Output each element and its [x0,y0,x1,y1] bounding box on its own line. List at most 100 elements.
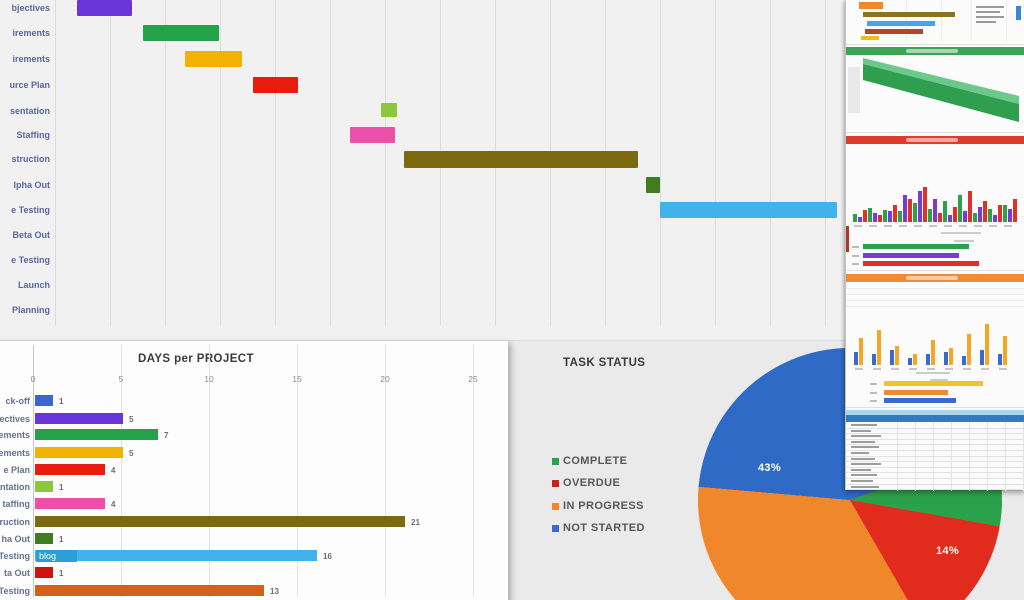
pie-percent-label: 43% [758,462,781,474]
thumb-orange-report[interactable] [846,274,1024,407]
gantt-gridline [220,0,221,326]
rpt-red-bar [968,191,972,222]
table-row-line [846,438,1024,440]
days-bar-value: 1 [59,483,64,492]
gantt-gridline [770,0,771,326]
gantt-row-label: lpha Out [13,180,51,190]
days-bar[interactable] [35,516,405,527]
rpt-orange-hbar-dash [870,392,877,394]
rpt-orange-bar [859,338,863,365]
rpt-orange-bar [944,352,948,365]
days-bar[interactable] [35,481,53,492]
days-bar[interactable] [35,464,105,475]
days-gridline [385,345,386,597]
table-row-text-dash [851,463,881,466]
gantt-bar[interactable] [185,51,242,67]
gantt-bar[interactable] [660,202,837,218]
rpt-orange-bar [895,346,899,365]
mini-text-line [976,11,1000,13]
gantt-row-label: urce Plan [9,80,50,90]
rpt-orange-gridrow [846,294,1024,295]
rpt-red-axis-dash [944,225,952,227]
rpt-orange-bar [913,354,917,365]
days-bar[interactable] [35,567,53,578]
days-bar[interactable] [35,585,264,596]
legend-label: NOT STARTED [563,522,645,534]
rpt-red-bar [973,213,977,222]
days-row-label: taffing [2,499,31,509]
days-tick-label: 0 [30,374,36,384]
gantt-row-label: sentation [9,106,50,116]
gantt-gridline [330,0,331,326]
days-bar[interactable] [35,533,53,544]
rpt-red-bar [893,205,897,222]
gantt-bar[interactable] [404,151,638,168]
days-bar-value: 1 [59,535,64,544]
rpt-red-bar [863,210,867,222]
table-row-line [846,455,1024,457]
rpt-orange-axis-dash [963,368,971,370]
days-bar[interactable] [35,429,158,440]
mini-text-line [976,16,1004,18]
gantt-gridline [110,0,111,326]
thumb-banner [846,274,1024,282]
rpt-orange-hbar-dash [870,383,877,385]
thumb-banner [846,47,1024,55]
rpt-red-axis-dash [899,225,907,227]
table-row-text-dash [851,440,875,443]
days-bar[interactable] [35,550,317,561]
table-row-text-dash [851,446,879,449]
days-row-label: ta Out [4,568,30,578]
thumb-red-report[interactable] [846,136,1024,270]
gantt-bar[interactable] [646,177,660,193]
sidebar-thumbnails [845,0,1024,492]
days-bar[interactable] [35,395,53,406]
rpt-red-bar [858,217,862,222]
rpt-orange-bar [967,334,971,365]
rpt-orange-bar [1003,336,1007,365]
days-bar[interactable] [35,447,123,458]
gantt-row-label: struction [11,154,50,164]
mini-gantt-gridline [971,0,972,42]
table-header-row [846,415,1024,422]
gantt-bar[interactable] [381,103,397,117]
legend-swatch [552,503,559,510]
days-bar-value: 16 [323,552,332,561]
mini-gantt-gridline [1006,0,1007,42]
grouped-column-chart [846,136,1024,270]
rpt-red-bar [868,208,872,222]
days-chart-title: DAYS per PROJECT [138,353,254,365]
rpt-red-bar [1013,199,1017,222]
gantt-gridline [825,0,826,326]
days-row-label: ements [0,430,30,440]
rpt-red-hbar-dash [852,255,859,257]
days-row-label: ements [0,448,30,458]
rpt-orange-bar [962,356,966,365]
rpt-red-axis-dash [959,225,967,227]
rpt-red-bar [943,201,947,222]
green-area-chart-thumb [848,58,1019,122]
gantt-bar[interactable] [143,25,219,41]
gantt-bar[interactable] [350,127,395,143]
gantt-bar[interactable] [253,77,298,93]
thumb-separator [846,132,1024,133]
thumb-mini-gantt[interactable] [846,0,1024,44]
rpt-red-caption-dash [954,240,974,242]
days-bar[interactable] [35,498,105,509]
rpt-orange-gridrow [846,306,1024,307]
rpt-red-bar [923,187,927,222]
gantt-bar[interactable] [77,0,132,16]
days-bar-value: 13 [270,587,279,596]
days-tick-label: 20 [380,374,390,384]
rpt-red-bar [928,209,932,222]
thumb-green-report[interactable] [846,47,1024,132]
days-bar[interactable] [35,413,123,424]
rpt-red-bar [878,215,882,222]
rpt-red-hbar [863,261,979,266]
rpt-red-bar [888,211,892,222]
thumb-data-table[interactable] [846,407,1024,492]
legend-label: OVERDUE [563,477,621,489]
days-tick-label: 10 [204,374,214,384]
rpt-red-bar [1008,209,1012,222]
gantt-gridline [385,0,386,326]
